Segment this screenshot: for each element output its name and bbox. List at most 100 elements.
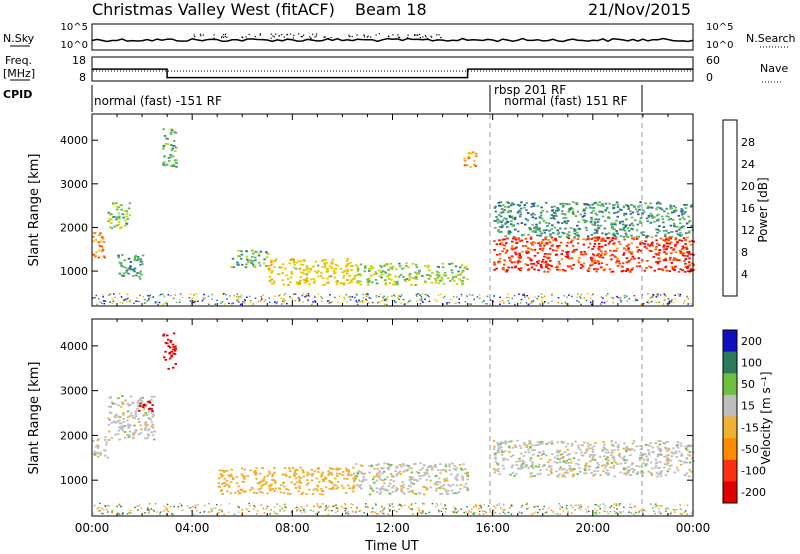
scatter-cell: [254, 473, 257, 476]
scatter-cell: [468, 511, 470, 513]
scatter-cell: [531, 463, 534, 466]
scatter-cell: [117, 254, 120, 257]
scatter-cell: [545, 242, 549, 244]
scatter-cell: [561, 268, 565, 271]
scatter-cell: [571, 207, 574, 210]
scatter-cell: [399, 295, 402, 298]
scatter-cell: [461, 468, 464, 471]
scatter-cell: [356, 301, 358, 303]
scatter-cell: [686, 513, 688, 515]
scatter-cell: [639, 448, 643, 450]
scatter-cell: [503, 217, 506, 220]
scatter-cell: [679, 293, 682, 296]
scatter-cell: [193, 294, 195, 296]
scatter-cell: [544, 237, 547, 239]
scatter-cell: [392, 480, 396, 482]
scatter-cell: [193, 293, 195, 296]
noise-search-dot: [293, 35, 295, 37]
scatter-cell: [481, 301, 484, 303]
scatter-cell: [465, 511, 468, 513]
scatter-cell: [339, 473, 342, 475]
scatter-cell: [622, 228, 625, 231]
scatter-cell: [102, 240, 106, 243]
scatter-cell: [388, 510, 391, 512]
scatter-cell: [517, 238, 520, 240]
scatter-cell: [541, 249, 544, 252]
scatter-cell: [562, 217, 565, 219]
scatter-cell: [110, 213, 113, 215]
scatter-cell: [593, 262, 597, 265]
scatter-cell: [328, 300, 330, 302]
scatter-cell: [441, 266, 445, 269]
scatter-cell: [137, 505, 140, 507]
scatter-cell: [473, 160, 476, 162]
scatter-cell: [659, 460, 662, 463]
scatter-cell: [628, 224, 632, 227]
scatter-cell: [561, 231, 564, 234]
scatter-cell: [139, 294, 141, 297]
scatter-cell: [658, 230, 662, 232]
scatter-cell: [496, 218, 499, 221]
scatter-cell: [667, 454, 670, 456]
scatter-cell: [434, 475, 437, 478]
y-tick-label: 2000: [60, 221, 88, 234]
scatter-cell: [345, 512, 347, 515]
scatter-cell: [522, 455, 525, 457]
scatter-cell: [456, 492, 459, 495]
scatter-cell: [517, 256, 521, 259]
scatter-cell: [240, 253, 244, 256]
noise-search-dot: [221, 35, 223, 38]
scatter-cell: [577, 504, 580, 506]
scatter-cell: [614, 224, 618, 226]
noise-search-dot: [363, 34, 365, 36]
scatter-cell: [98, 510, 100, 512]
scatter-cell: [531, 461, 534, 464]
scatter-cell: [235, 482, 239, 485]
colorbar-tick-label: 12: [741, 224, 755, 237]
scatter-cell: [423, 474, 427, 476]
scatter-cell: [612, 297, 615, 299]
scatter-cell: [295, 267, 298, 270]
scatter-cell: [468, 509, 471, 512]
scatter-cell: [531, 513, 534, 515]
scatter-cell: [612, 444, 615, 447]
scatter-cell: [657, 440, 660, 442]
scatter-cell: [103, 256, 106, 259]
scatter-cell: [398, 298, 400, 301]
scatter-cell: [593, 454, 597, 456]
scatter-cell: [415, 293, 418, 296]
scatter-cell: [238, 301, 240, 303]
scatter-cell: [660, 208, 664, 211]
scatter-cell: [452, 467, 456, 470]
scatter-cell: [571, 506, 574, 509]
scatter-cell: [610, 505, 613, 507]
scatter-cell: [508, 508, 511, 510]
scatter-cell: [655, 464, 658, 467]
scatter-cell: [624, 270, 628, 272]
scatter-cell: [103, 454, 107, 457]
scatter-cell: [396, 510, 398, 513]
scatter-cell: [252, 471, 256, 473]
scatter-cell: [119, 427, 123, 430]
scatter-cell: [268, 280, 272, 283]
scatter-cell: [131, 436, 135, 439]
scatter-cell: [232, 302, 234, 304]
scatter-cell: [600, 240, 603, 242]
scatter-cell: [655, 505, 658, 507]
scatter-cell: [285, 274, 288, 277]
scatter-cell: [117, 397, 120, 400]
scatter-cell: [668, 465, 672, 467]
scatter-cell: [598, 242, 601, 245]
scatter-cell: [417, 492, 421, 494]
scatter-cell: [613, 228, 616, 231]
scatter-cell: [538, 451, 542, 454]
scatter-cell: [378, 476, 381, 479]
scatter-cell: [676, 232, 679, 235]
scatter-cell: [635, 511, 637, 514]
scatter-cell: [645, 234, 649, 237]
scatter-cell: [308, 488, 311, 491]
scatter-cell: [462, 269, 465, 272]
scatter-cell: [358, 299, 360, 302]
scatter-cell: [344, 510, 346, 512]
scatter-cell: [573, 468, 576, 470]
